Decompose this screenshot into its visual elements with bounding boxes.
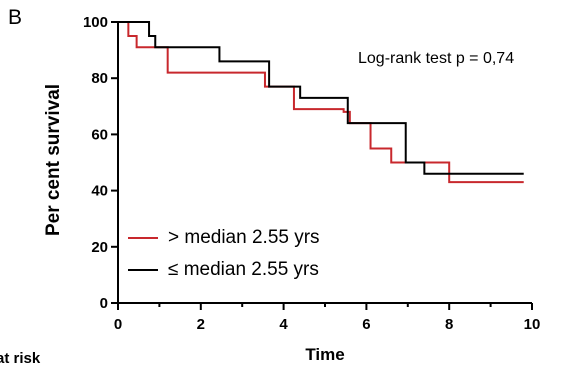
legend-swatch-below-median [128, 269, 158, 271]
log-rank-annotation: Log-rank test p = 0,74 [358, 50, 515, 67]
legend-swatch-above-median [128, 237, 158, 239]
x-tick-label: 6 [362, 316, 370, 333]
legend-label-below-median: ≤ median 2.55 yrs [168, 259, 319, 280]
y-tick-label: 40 [91, 183, 108, 200]
y-tick-label: 0 [100, 295, 108, 312]
at-risk-label: at risk [0, 350, 41, 367]
chart-ticks: 0 20 40 60 80 100 0 2 4 6 8 10 [83, 14, 540, 333]
y-axis-label: Per cent survival [43, 83, 64, 237]
x-tick-label: 8 [445, 316, 453, 333]
x-tick-label: 2 [197, 316, 205, 333]
legend-label-above-median: > median 2.55 yrs [168, 227, 320, 248]
legend-entry-below-median: ≤ median 2.55 yrs [128, 254, 320, 286]
series-line-below-median [118, 21, 524, 175]
x-axis-label: Time [305, 345, 345, 364]
x-tick-label: 0 [114, 316, 122, 333]
legend-entry-above-median: > median 2.55 yrs [128, 222, 320, 254]
x-tick-label: 10 [524, 316, 541, 333]
series-line-above-median [118, 21, 524, 184]
y-tick-label: 100 [83, 14, 108, 31]
y-tick-label: 60 [91, 126, 108, 143]
y-tick-label: 20 [91, 239, 108, 256]
chart-series [118, 21, 524, 184]
y-tick-label: 80 [91, 70, 108, 87]
panel-letter: B [8, 6, 23, 29]
chart-legend: > median 2.55 yrs ≤ median 2.55 yrs [128, 222, 320, 286]
x-tick-label: 4 [279, 316, 288, 333]
